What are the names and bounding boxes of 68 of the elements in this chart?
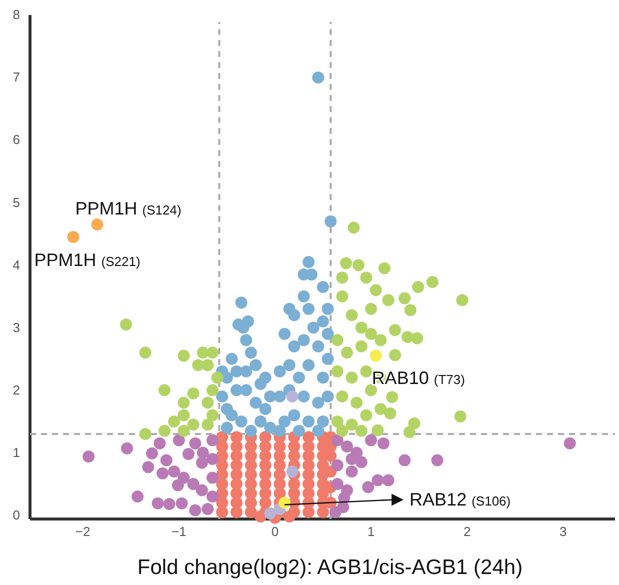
point: [382, 474, 394, 486]
annotation: RAB12 (S106): [410, 490, 511, 510]
point: [286, 390, 298, 402]
point: [206, 490, 219, 502]
point: [365, 434, 378, 446]
point: [331, 459, 344, 472]
x-tick-label: 0: [271, 524, 279, 540]
y-tick-label: 0: [12, 507, 20, 522]
point: [372, 474, 384, 486]
y-tick-label: 4: [12, 257, 20, 272]
point: [378, 437, 390, 450]
point: [331, 478, 344, 490]
point: [340, 484, 353, 496]
point: [187, 478, 200, 490]
annotation: PPM1H (S221): [34, 250, 140, 270]
point: [431, 454, 444, 466]
point: [182, 448, 194, 460]
point: [189, 504, 202, 516]
point: [398, 454, 411, 466]
y-tick-label: 3: [12, 320, 20, 335]
y-tick-label: 8: [12, 7, 20, 22]
point: [160, 454, 172, 466]
point: [206, 452, 219, 465]
point: [196, 484, 208, 496]
point: [202, 502, 214, 515]
y-tick-label: 2: [12, 382, 20, 398]
point: [370, 350, 382, 362]
point: [163, 498, 176, 510]
point: [176, 497, 188, 510]
point: [156, 467, 169, 480]
point: [355, 456, 368, 468]
y-tick-label: 5: [12, 194, 20, 210]
y-tick-label: 1: [12, 444, 20, 460]
point: [564, 437, 576, 450]
point: [264, 507, 276, 520]
point: [82, 450, 95, 462]
y-tick-label: 7: [12, 70, 20, 85]
point: [346, 465, 358, 478]
x-axis-title: Fold change(log2): AGB1/cis-AGB1 (24h): [137, 556, 523, 579]
point: [152, 497, 164, 510]
x-tick-label: −2: [75, 524, 90, 540]
point: [346, 452, 358, 465]
point: [206, 472, 219, 484]
point: [329, 506, 342, 518]
point: [196, 446, 209, 459]
point: [189, 437, 202, 450]
y-tick-label: 6: [12, 132, 20, 148]
point: [362, 481, 374, 494]
point: [172, 434, 185, 446]
x-tick-label: −1: [171, 524, 186, 540]
point: [278, 496, 291, 509]
point: [146, 447, 158, 460]
x-tick-label: 1: [367, 524, 375, 540]
point: [286, 465, 298, 478]
point: [132, 490, 144, 502]
point: [67, 230, 80, 243]
x-tick-label: 3: [560, 524, 567, 540]
point: [121, 442, 134, 454]
point: [142, 461, 154, 474]
point: [154, 437, 166, 450]
point: [91, 218, 104, 230]
point: [168, 465, 180, 478]
point: [340, 440, 353, 452]
point: [206, 434, 219, 446]
annotation: PPM1H (S124): [75, 198, 182, 218]
point: [178, 472, 190, 484]
x-tick-label: 2: [463, 524, 471, 540]
point: [331, 434, 344, 446]
